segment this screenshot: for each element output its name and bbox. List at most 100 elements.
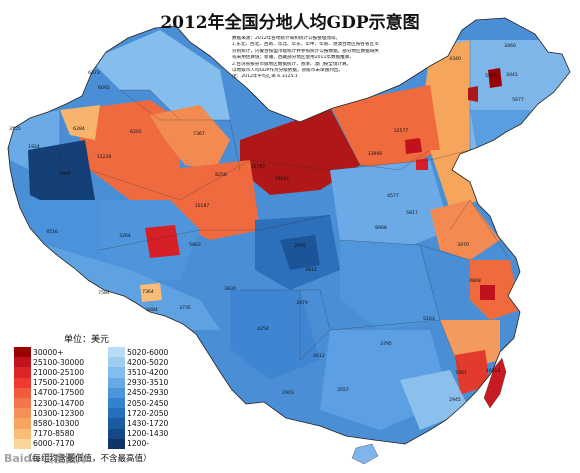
note-line: 数据来源：2012年各地统计局和统计公报整理而得。 [232, 36, 341, 41]
note-line: 分别统计，内蒙古按盟市级统计并参照统计公报数据，部分地区数据缺失 [232, 48, 380, 54]
region-value-label: 3557 [337, 387, 349, 393]
region-value-label: 7367 [193, 131, 205, 137]
legend-label: 2050-2450 [127, 398, 169, 408]
region-value-label: 2944 [59, 171, 71, 177]
legend-label: 4200-5020 [127, 357, 169, 367]
legend-item: 5020-6000 [108, 347, 208, 358]
legend-item: 2050-2450 [108, 397, 208, 409]
legend-swatch [108, 428, 125, 439]
legend-item: 10300-12300 [14, 408, 114, 419]
legend-swatch [14, 347, 31, 358]
legend-swatch [14, 408, 31, 419]
note-line: 1.东北、西北、西南、华北、华东、华中、华南、港澳台地区按各省区市 [232, 42, 379, 48]
legend-label: 2930-3510 [127, 378, 169, 388]
legend-item: 17500-21000 [14, 377, 114, 388]
region-value-label: 13990 [368, 151, 383, 157]
legend-item: 8580-10300 [14, 418, 114, 429]
legend-label: 12300-14700 [33, 398, 85, 408]
taiwan-region [483, 357, 507, 409]
legend-label: 25100-30000 [33, 357, 85, 367]
legend-item: 7170-8580 [14, 428, 114, 439]
region-value-label: 10187 [195, 203, 210, 209]
region-value-label: 15797 [251, 164, 266, 170]
legend-label: 5020-6000 [127, 347, 169, 357]
legend-label: 1200- [127, 439, 150, 449]
region-value-label: 3830 [224, 286, 236, 292]
legend-swatch [108, 367, 125, 378]
legend-swatch [108, 438, 125, 449]
legend-swatch [14, 397, 31, 409]
region-value-label: 6373 [88, 70, 100, 76]
region-value-label: 3441 [506, 72, 518, 78]
data-source-note: 数据来源：2012年各地统计局和统计公报整理而得。 1.东北、西北、西南、华北、… [232, 36, 442, 81]
legend-label: 30000+ [33, 347, 64, 357]
legend-swatch [108, 347, 125, 358]
region-value-labels: 4340 3460 5665 3441 5677 12577 13990 29091 15797… [9, 43, 524, 403]
legend-item: 14700-17500 [14, 387, 114, 398]
legend-item: 1430-1720 [108, 418, 208, 429]
region-value-label: 5863 [189, 242, 201, 248]
region-value-label: 5665 [485, 73, 497, 79]
legend-label: 2450-2930 [127, 388, 169, 398]
region-value-label: 2903 [282, 390, 294, 396]
legend-label: 7170-8580 [33, 429, 75, 439]
region-value-label: 4868 [469, 278, 481, 284]
legend-column-left: 30000+ 25100-30000 21000-25100 17500-21000 1… [14, 347, 114, 449]
region-value-label: 5677 [512, 97, 524, 103]
region-value-label: 8908 [375, 225, 387, 231]
legend-label: 6000-7170 [33, 439, 75, 449]
region-value-label: 7584 [98, 290, 110, 296]
legend-swatch [14, 428, 31, 439]
region-value-label: 3555 [9, 126, 21, 132]
legend-label: 8580-10300 [33, 418, 80, 428]
region-value-label: 3479 [296, 300, 308, 306]
region-value-label: 3795 [380, 341, 392, 347]
region-value-label: 16213 [486, 368, 501, 374]
legend-swatch [108, 418, 125, 429]
region-value-label: 5163 [423, 316, 435, 322]
legend-item: 12300-14700 [14, 397, 114, 409]
region-value-label: 4012 [313, 353, 325, 359]
region-value-label: 3460 [504, 43, 516, 49]
legend-item: 4200-5020 [108, 357, 208, 368]
legend-label: 1720-2050 [127, 408, 169, 418]
legend-item: 6000-7170 [14, 438, 114, 449]
legend-swatch [108, 377, 125, 388]
legend-swatch [108, 387, 125, 398]
region-value-label: 3735 [179, 305, 191, 311]
region-value-label: 1924 [28, 144, 40, 150]
note-line: 或采用估算值；新疆、西藏部分地区使用2011年数据推算。 [232, 55, 354, 61]
legend-swatch [14, 418, 31, 429]
legend-swatch [108, 397, 125, 409]
region-value-label: 4340 [449, 56, 461, 62]
legend-item: 1200-1430 [108, 428, 208, 439]
china-outline [7, 17, 571, 445]
legend-item: 21000-25100 [14, 367, 114, 378]
legend-label: 1430-1720 [127, 418, 169, 428]
legend-item: 3510-4200 [108, 367, 208, 378]
region-value-label: 6202 [130, 129, 142, 135]
legend-item: 1200- [108, 438, 208, 449]
region-value-label: 6092 [98, 85, 110, 91]
legend-column-right: 5020-6000 4200-5020 3510-4200 2930-3510 2450… [108, 347, 208, 449]
legend-label: 1200-1430 [127, 429, 169, 439]
region-value-label: 5817 [406, 210, 418, 216]
note-line: 以地级市人均GDP作为分级依据，县级市未单独列出。 [232, 68, 343, 74]
legend-label: 21000-25100 [33, 367, 85, 377]
legend-item: 1720-2050 [108, 408, 208, 419]
region-value-label: 7061 [455, 370, 467, 376]
region-value-label: 2645 [294, 243, 306, 249]
note-line: 2.台湾省按县市级地区数据统计，香港、澳门按全境计算。 [232, 61, 352, 67]
legend-label: 3510-4200 [127, 367, 169, 377]
legend-item: 2930-3510 [108, 377, 208, 388]
legend-swatch [14, 367, 31, 378]
region-value-label: 4254 [257, 326, 269, 332]
watermark: Baidu 百度图片 [4, 452, 88, 465]
legend-note: （每组均含最低值，不含最高值） [24, 454, 152, 464]
legend-swatch [14, 377, 31, 388]
region-value-label: 7364 [142, 289, 154, 295]
legend-item: 25100-30000 [14, 357, 114, 368]
region-value-label: 6284 [73, 126, 85, 132]
note-line: 注：2012年平均汇率 6.3125:1 [232, 74, 298, 80]
region-value-label: 12577 [394, 128, 409, 134]
